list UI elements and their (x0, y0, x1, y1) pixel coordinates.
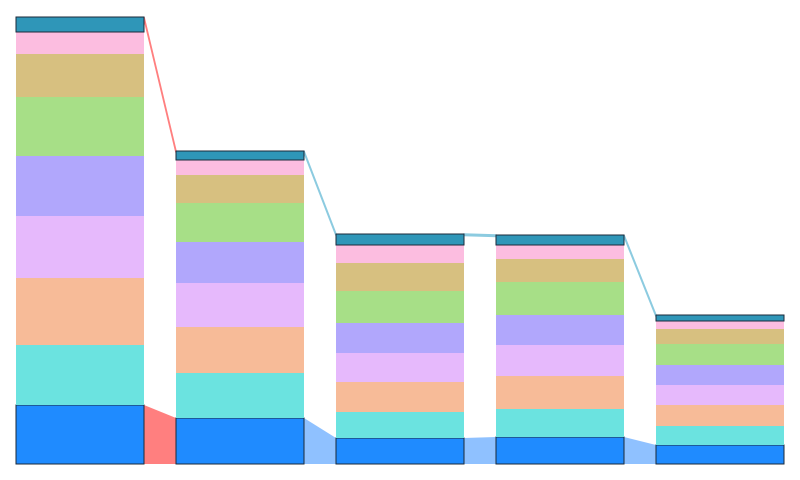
bar-2-segment-1 (175, 417, 305, 465)
bar-5-segment-8 (656, 321, 784, 329)
flow-series-1-3-to-4 (464, 437, 496, 464)
bar-5-segment-5 (656, 365, 784, 385)
bar-5-segment-4 (656, 385, 784, 405)
bar-4-segment-1 (495, 436, 625, 465)
bar-4-segment-9 (495, 234, 625, 246)
bar-2 (175, 150, 305, 465)
bar-3-segment-5 (336, 323, 464, 353)
bar-5-segment-7 (656, 329, 784, 344)
bar-4-segment-8 (496, 245, 624, 259)
bar-5-segment-9 (655, 314, 785, 322)
bar-4-segment-7 (496, 259, 624, 282)
bar-3-segment-2 (336, 412, 464, 438)
bar-3-segment-1 (335, 437, 465, 465)
bar-3-segment-9 (335, 233, 465, 246)
bar-3-segment-4 (336, 353, 464, 382)
flow-series-9-2-to-3 (303, 150, 337, 236)
bar-1-segment-4 (16, 216, 144, 278)
flow-series-1-2-to-3 (304, 418, 336, 464)
bar-2-segment-6 (176, 203, 304, 242)
bar-5 (655, 314, 785, 465)
bar-3-segment-8 (336, 245, 464, 263)
bar-2-segment-7 (176, 175, 304, 203)
flow-series-9-4-to-5 (623, 234, 657, 317)
flow-series-1-4-to-5 (624, 437, 656, 464)
flow-series-1-1-to-2 (144, 405, 176, 464)
bar-3 (335, 233, 465, 465)
bar-3-segment-7 (336, 263, 464, 291)
bar-5-segment-3 (656, 405, 784, 426)
bar-1-segment-6 (16, 97, 144, 156)
bar-1-segment-3 (16, 278, 144, 345)
bar-4-segment-2 (496, 409, 624, 437)
bar-2-segment-3 (176, 327, 304, 373)
bar-4-segment-3 (496, 376, 624, 409)
bar-1-segment-9 (15, 16, 145, 33)
bar-5-segment-1 (655, 444, 785, 465)
bar-5-segment-2 (656, 426, 784, 445)
bar-2-segment-2 (176, 373, 304, 418)
bar-1-segment-7 (16, 54, 144, 97)
flow-series-9-1-to-2 (143, 16, 177, 153)
bar-layer (15, 16, 785, 465)
bar-2-segment-9 (175, 150, 305, 161)
bar-2-segment-5 (176, 242, 304, 283)
bar-1-segment-1 (15, 404, 145, 465)
bar-1-segment-8 (16, 32, 144, 54)
bar-3-segment-6 (336, 291, 464, 323)
bar-1 (15, 16, 145, 465)
bar-2-segment-8 (176, 160, 304, 175)
bar-5-segment-6 (656, 344, 784, 365)
bar-4 (495, 234, 625, 465)
bar-3-segment-3 (336, 382, 464, 412)
bar-4-segment-5 (496, 315, 624, 345)
bar-4-segment-6 (496, 282, 624, 315)
bar-4-segment-4 (496, 345, 624, 376)
bar-1-segment-5 (16, 156, 144, 216)
flow-series-9-3-to-4 (463, 233, 497, 238)
bar-1-segment-2 (16, 345, 144, 405)
bar-2-segment-4 (176, 283, 304, 327)
